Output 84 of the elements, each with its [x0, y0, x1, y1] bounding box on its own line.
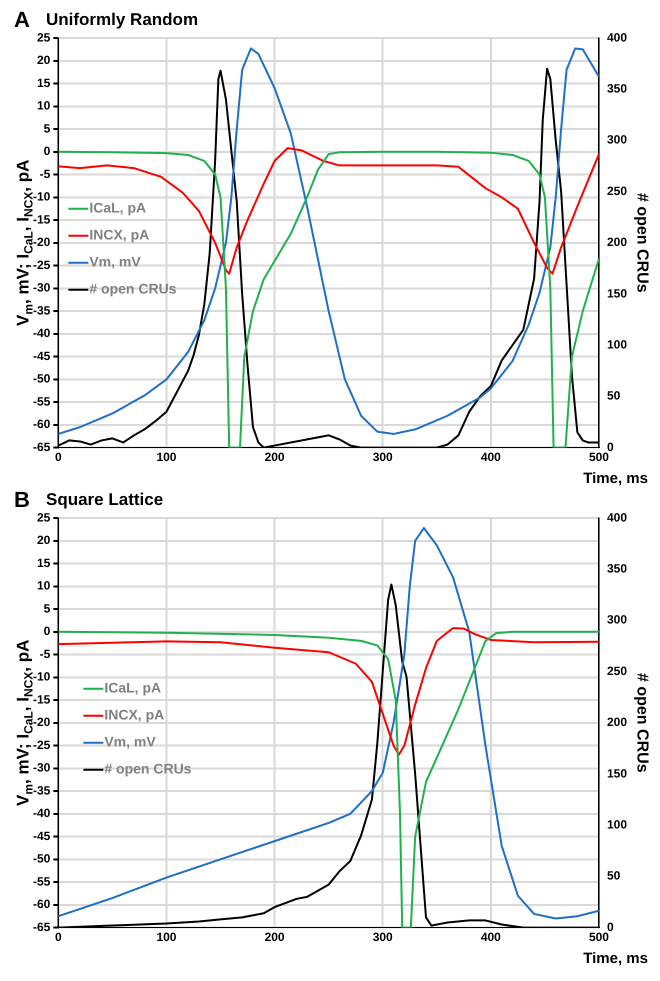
y2-tick-label: 400	[606, 510, 628, 524]
y-tick-label: -50	[33, 852, 51, 866]
chart-title: Square Lattice	[46, 490, 164, 510]
y-tick-label: -60	[33, 417, 51, 432]
y-tick-label: 10	[36, 98, 51, 113]
legend-label: INCX, pA	[104, 706, 164, 723]
y-tick-label: 5	[44, 121, 51, 136]
y2-tick-label: 100	[606, 818, 628, 832]
y-tick-label: -60	[33, 897, 51, 912]
x-tick-label: 400	[480, 930, 502, 944]
y-tick-label: 15	[36, 556, 51, 570]
y-tick-label: -55	[33, 394, 51, 408]
legend-label: INCX, pA	[89, 226, 150, 243]
y-tick-label: 0	[44, 624, 51, 638]
legend-label: Vm, mV	[104, 734, 156, 750]
y-tick-label: -20	[33, 715, 51, 730]
y2-tick-label: 0	[606, 920, 614, 934]
y2-tick-label: 350	[606, 82, 628, 96]
legend-label: ICaL, pA	[89, 200, 146, 216]
y-tick-label: -35	[33, 783, 51, 798]
y2-tick-label: 0	[606, 440, 614, 454]
y-tick-label: -15	[33, 212, 51, 226]
y-tick-label: -40	[33, 326, 51, 340]
y2-tick-label: 200	[606, 235, 628, 250]
x-axis-title: Time, ms	[583, 950, 648, 968]
text: A	[14, 7, 30, 32]
y-tick-label: -45	[33, 828, 51, 843]
y-tick-label: -50	[33, 372, 51, 386]
y2-tick-label: 250	[606, 184, 628, 198]
x-tick-label: 100	[156, 930, 177, 944]
y-tick-label: -5	[40, 646, 51, 661]
y2-axis-title: # open CRUs	[634, 673, 651, 773]
chart-title: Uniformly Random	[46, 10, 198, 30]
legend-label: ICaL, pA	[104, 680, 162, 696]
y2-tick-label: 150	[606, 766, 628, 780]
y-tick-label: 20	[36, 533, 51, 548]
text: B	[14, 487, 30, 512]
y2-tick-label: 200	[606, 715, 628, 730]
y2-tick-label: 250	[606, 664, 628, 678]
y-tick-label: -25	[33, 258, 51, 272]
x-tick-label: 200	[264, 930, 285, 944]
x-tick-label: 400	[480, 450, 502, 464]
y2-axis-title: # open CRUs	[634, 193, 651, 293]
y-tick-label: -35	[33, 303, 51, 318]
y2-tick-label: 300	[606, 132, 628, 147]
x-tick-label: 300	[372, 930, 394, 944]
y-tick-label: 5	[44, 601, 51, 616]
y-tick-label: -40	[33, 806, 51, 820]
legend-label: Vm, mV	[89, 254, 142, 270]
y-tick-label: -10	[33, 190, 51, 204]
y2-tick-label: 100	[606, 338, 628, 352]
y-tick-label: 25	[36, 510, 51, 524]
y-tick-label: -5	[40, 166, 51, 181]
y-tick-label: 10	[36, 578, 51, 593]
y-tick-label: 20	[36, 53, 51, 68]
x-tick-label: 500	[588, 450, 610, 464]
y-tick-label: -65	[33, 920, 51, 934]
y-tick-label: -20	[33, 235, 51, 250]
y2-tick-label: 50	[606, 388, 621, 403]
y2-tick-label: 300	[606, 612, 628, 627]
y-tick-label: -65	[33, 440, 51, 454]
x-tick-label: 500	[588, 930, 610, 944]
y-tick-label: -25	[33, 738, 51, 752]
x-tick-label: 300	[372, 450, 394, 464]
y-tick-label: -10	[33, 670, 51, 684]
x-tick-label: 200	[264, 450, 285, 464]
x-tick-label: 0	[55, 450, 62, 464]
y2-tick-label: 150	[606, 286, 628, 300]
y2-tick-label: 350	[606, 562, 628, 576]
y-tick-label: -30	[33, 280, 51, 295]
y2-tick-label: 50	[606, 868, 621, 883]
x-tick-label: 100	[156, 450, 177, 464]
x-tick-label: 0	[55, 930, 62, 944]
y-tick-label: -15	[33, 692, 51, 706]
legend-label: # open CRUs	[104, 760, 192, 777]
x-axis-title: Time, ms	[583, 470, 648, 488]
y-tick-label: 25	[36, 30, 51, 44]
y-tick-label: -45	[33, 348, 51, 363]
y-tick-label: 0	[44, 144, 51, 158]
legend-label: # open CRUs	[89, 280, 177, 297]
y-tick-label: -55	[33, 874, 51, 888]
y-tick-label: -30	[33, 760, 51, 775]
y-tick-label: 15	[36, 76, 51, 90]
y2-tick-label: 400	[606, 30, 628, 44]
